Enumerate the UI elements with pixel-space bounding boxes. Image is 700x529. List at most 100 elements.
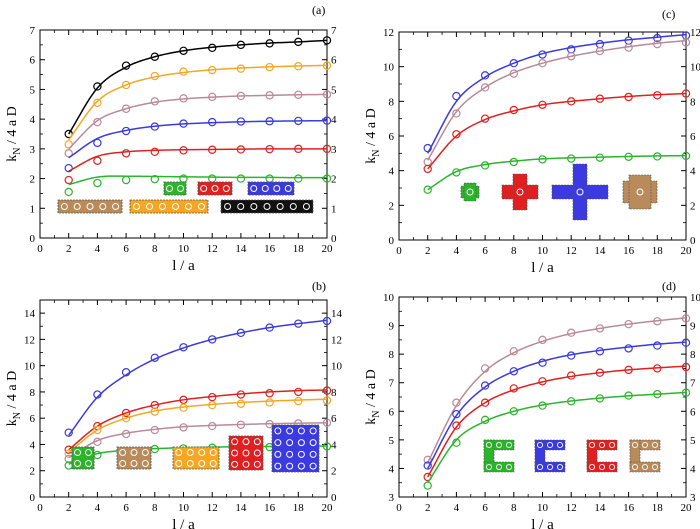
- data-point: [150, 407, 159, 416]
- data-point: [480, 83, 490, 92]
- inset-red-square-bead: [242, 460, 250, 468]
- data-point: [567, 154, 576, 163]
- y-tick-label-right: 0: [690, 235, 696, 247]
- inset-orange-chain-bead: [146, 203, 153, 210]
- inset-red-square-bead: [231, 449, 239, 457]
- inset-orange-chain-bead: [172, 203, 179, 210]
- inset-green-square-bead: [85, 449, 92, 456]
- x-tick-label: 20: [681, 502, 693, 514]
- data-point: [150, 122, 159, 131]
- inset-blue-square-bead: [286, 427, 294, 435]
- inset-blue-chain-bead: [250, 185, 258, 192]
- inset-green-dimer-bead: [177, 185, 184, 192]
- data-point: [265, 323, 274, 332]
- inset-brown-cross: [622, 174, 658, 210]
- data-point: [509, 69, 518, 78]
- data-point: [681, 388, 691, 397]
- series-line: [68, 175, 327, 186]
- inset-black-chain-bead: [250, 203, 258, 210]
- inset-green-c-bead: [505, 441, 513, 449]
- data-point: [480, 364, 490, 373]
- data-point: [93, 138, 102, 148]
- inset-black-chain-bead: [237, 203, 245, 210]
- inset-red-c-bead: [608, 463, 616, 471]
- inset-red-c-bead: [588, 441, 596, 449]
- series-line: [68, 39, 328, 135]
- data-point: [207, 400, 217, 410]
- inset-blue-square-bead: [286, 439, 294, 447]
- y-axis-label: kN / 4 a D: [364, 108, 382, 163]
- y-tick-label-right: 4: [690, 166, 696, 178]
- inset-red-trimer: [197, 181, 233, 196]
- series-line: [68, 422, 328, 459]
- x-tick-label: 10: [537, 502, 549, 514]
- x-tick-label: 0: [37, 243, 43, 255]
- inset-red-square-bead: [242, 449, 250, 457]
- x-tick-label: 20: [681, 245, 693, 257]
- inset-blue-square-bead: [309, 427, 317, 435]
- data-point: [179, 343, 188, 352]
- inset-blue-c-bead: [536, 441, 544, 449]
- inset-orange-rect: [172, 446, 220, 470]
- inset-blue-square-bead: [297, 427, 305, 435]
- inset-brown-c-bead: [631, 463, 639, 471]
- inset-brown-c-bottom: [629, 461, 661, 473]
- data-point: [452, 109, 461, 118]
- y-tick-label-right: 0: [331, 492, 337, 504]
- data-point: [150, 97, 159, 106]
- data-point: [236, 117, 246, 126]
- inset-brown-rect-bead: [141, 449, 149, 456]
- x-tick-label: 6: [482, 245, 488, 257]
- data-point: [150, 400, 159, 410]
- data-point: [236, 174, 246, 183]
- inset-brown-chain-bead: [112, 203, 120, 210]
- inset-blue-cross-bead: [576, 188, 584, 196]
- data-point: [236, 420, 246, 429]
- data-point: [265, 91, 274, 100]
- data-point: [681, 362, 691, 372]
- inset-brown-rect-bead: [130, 460, 138, 467]
- data-point: [64, 187, 73, 197]
- data-point: [322, 36, 332, 45]
- inset-schematics: [71, 424, 320, 473]
- data-point: [93, 178, 102, 188]
- data-point: [681, 89, 691, 98]
- inset-brown-cross-bead: [636, 188, 644, 196]
- inset-blue-chain-bead: [273, 185, 281, 192]
- inset-red-c-bead: [588, 463, 596, 471]
- inset-red-c: [586, 439, 618, 473]
- data-point: [121, 429, 131, 439]
- data-point: [480, 71, 490, 80]
- inset-black-chain-bead: [302, 203, 310, 210]
- data-point: [93, 82, 102, 91]
- inset-green-dimer-bead: [166, 185, 173, 192]
- inset-brown-rect-frame: [116, 446, 152, 470]
- data-point: [567, 328, 576, 337]
- inset-orange-rect-bead: [198, 449, 206, 456]
- data-point: [452, 168, 461, 177]
- inset-orange-rect-bead: [198, 460, 206, 467]
- data-point: [653, 39, 662, 49]
- series-line: [68, 398, 328, 453]
- y-tick-label-right: 2: [331, 466, 337, 478]
- data-point: [595, 368, 605, 377]
- data-point: [236, 390, 246, 399]
- data-point: [595, 94, 605, 103]
- data-point: [595, 324, 605, 333]
- inset-blue-c-bead: [546, 463, 554, 471]
- inset-red-trimer-bead: [200, 185, 208, 192]
- x-tick-label: 8: [152, 243, 158, 255]
- data-point: [179, 46, 188, 56]
- inset-blue-square: [271, 424, 320, 473]
- data-point: [121, 175, 131, 185]
- x-axis-label: l / a: [531, 260, 554, 276]
- y-tick-label: 9: [389, 321, 395, 333]
- inset-orange-chain-bead: [133, 203, 140, 210]
- inset-blue-chain-frame: [247, 181, 295, 196]
- data-point: [121, 414, 131, 423]
- data-point: [150, 147, 159, 157]
- data-point: [653, 389, 662, 399]
- y-tick-label-right: 14: [331, 308, 343, 320]
- inset-red-square-bead: [253, 438, 261, 446]
- data-point: [236, 145, 246, 154]
